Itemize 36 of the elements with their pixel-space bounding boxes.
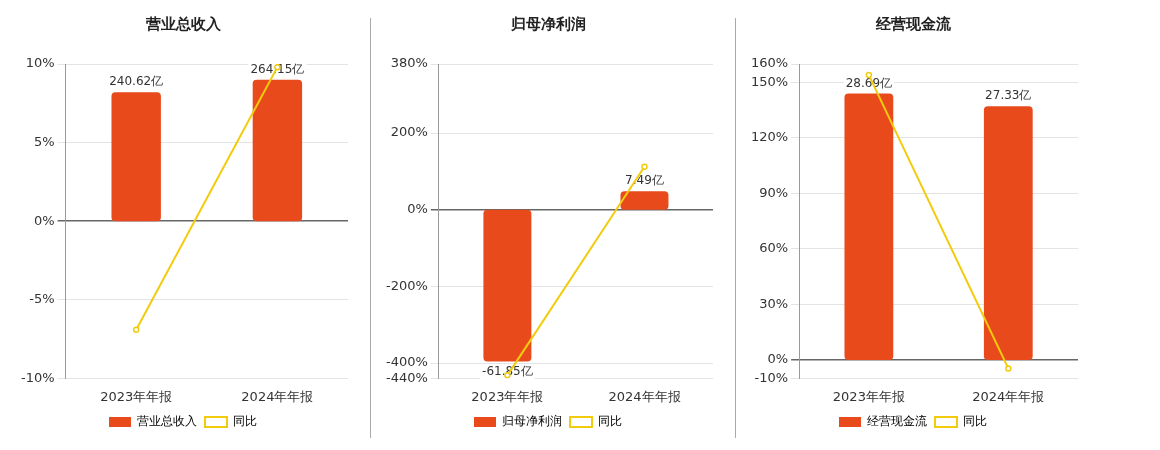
y-tick-label: -400% [386, 354, 428, 370]
y-tick-label: 0% [33, 212, 55, 228]
legend-label: 营业总收入 [137, 414, 197, 429]
y-tick-label: 160% [750, 55, 789, 71]
legend-label: 归母净利润 [502, 414, 562, 429]
x-tick-label: 2023年年报 [471, 388, 544, 404]
y-tick-label: 150% [750, 73, 789, 89]
y-tick-label: 60% [759, 240, 789, 256]
y-tick-label: 0% [767, 351, 789, 367]
y-tick-label: 90% [759, 184, 789, 200]
y-tick-label: -5% [29, 291, 55, 307]
data-label: 240.62亿 [109, 74, 164, 89]
y-tick-label: 30% [759, 295, 789, 311]
x-tick-label: 2023年年报 [100, 388, 173, 404]
chart-title: 经营现金流 [874, 14, 952, 33]
x-tick-label: 2024年年报 [608, 388, 681, 404]
chart-title: 归母净利润 [509, 14, 586, 33]
y-tick-label: 0% [407, 201, 428, 217]
y-tick-label: -200% [386, 277, 428, 293]
legend-label: 同比 [233, 414, 257, 429]
chart-title: 营业总收入 [144, 14, 222, 33]
data-label: 27.33亿 [985, 88, 1032, 103]
y-tick-label: -10% [754, 369, 789, 385]
y-tick-label: 120% [750, 129, 789, 145]
y-tick-label: -10% [20, 369, 55, 385]
y-tick-label: 200% [390, 124, 428, 140]
y-tick-label: -440% [386, 369, 428, 385]
y-tick-label: 380% [390, 55, 428, 71]
x-tick-label: 2024年年报 [241, 388, 314, 404]
x-tick-label: 2023年年报 [832, 388, 905, 404]
legend-label: 同比 [598, 414, 622, 429]
y-tick-label: 5% [33, 133, 55, 149]
legend-label: 经营现金流 [867, 414, 927, 429]
x-tick-label: 2024年年报 [972, 388, 1045, 404]
legend-label: 同比 [963, 414, 987, 429]
y-tick-label: 10% [25, 55, 55, 71]
